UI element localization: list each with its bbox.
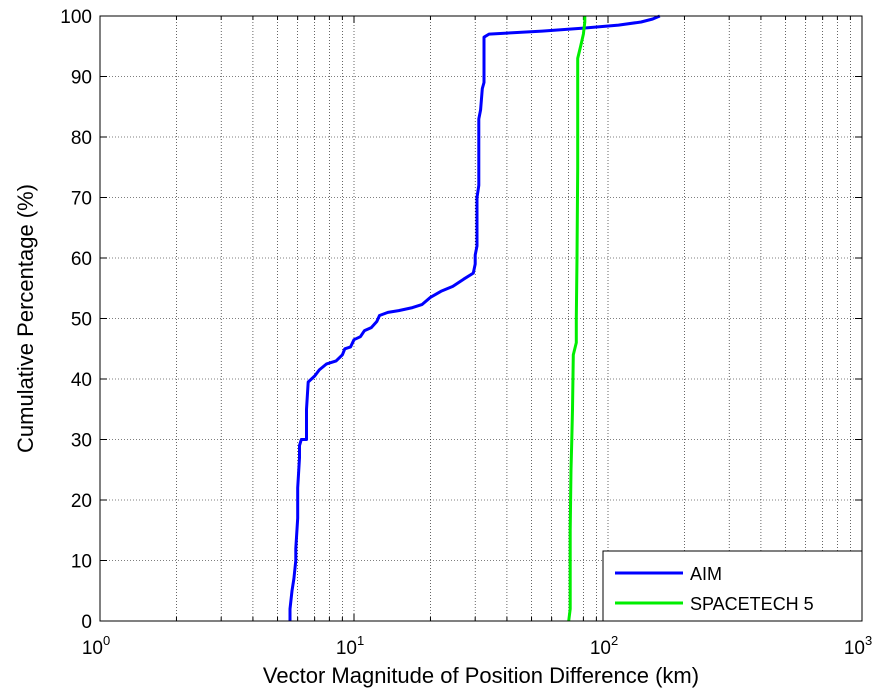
- x-tick-label: 101: [336, 633, 364, 659]
- y-tick-label: 10: [71, 552, 92, 573]
- x-tick-label: 100: [82, 633, 110, 659]
- y-tick-label: 50: [71, 310, 92, 331]
- y-tick-label: 40: [71, 370, 92, 391]
- y-tick-label: 20: [71, 491, 92, 512]
- y-tick-label: 60: [71, 249, 92, 270]
- legend: AIM SPACETECH 5: [602, 550, 863, 622]
- y-tick-label: 80: [71, 128, 92, 149]
- y-tick-label: 90: [71, 68, 92, 89]
- y-tick-label: 30: [71, 431, 92, 452]
- x-tick-label: 103: [844, 633, 872, 659]
- series-line-spacetech-5: [567, 16, 587, 622]
- y-tick-label: 100: [60, 7, 92, 28]
- y-axis-title: Cumulative Percentage (%): [13, 184, 38, 453]
- y-tick-label: 0: [81, 612, 92, 633]
- x-axis-title: Vector Magnitude of Position Difference …: [263, 663, 699, 688]
- legend-label: AIM: [690, 564, 722, 584]
- legend-label: SPACETECH 5: [690, 594, 814, 614]
- legend-box: [602, 550, 863, 622]
- series-line-aim: [288, 14, 661, 621]
- y-tick-label: 70: [71, 189, 92, 210]
- x-tick-label: 102: [590, 633, 618, 659]
- plot-frame: [99, 15, 863, 622]
- tick-labels: 100 101 102 103 0 10 20 30 40 50 60 70 80 90 100: [60, 7, 872, 659]
- series-lines: [288, 14, 661, 622]
